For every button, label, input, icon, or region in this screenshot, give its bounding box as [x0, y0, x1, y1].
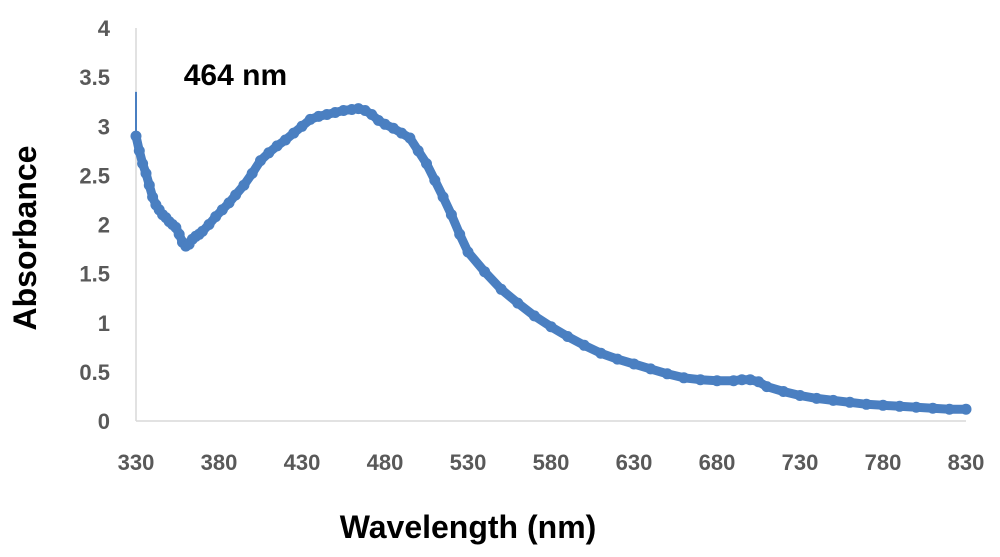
- x-tick-label: 330: [118, 450, 155, 475]
- x-tick-label: 830: [948, 450, 985, 475]
- data-point: [130, 130, 142, 142]
- data-point: [263, 147, 275, 159]
- data-point: [811, 392, 823, 404]
- y-tick-label: 4: [98, 16, 111, 41]
- data-point: [694, 374, 706, 386]
- data-point: [753, 376, 764, 388]
- data-point: [777, 386, 789, 397]
- data-point: [196, 225, 208, 237]
- data-point: [304, 113, 316, 125]
- x-tick-label: 430: [284, 450, 321, 475]
- data-point: [711, 375, 723, 387]
- data-point: [437, 191, 449, 203]
- data-point: [943, 403, 955, 415]
- y-axis-title: Absorbance: [7, 146, 43, 331]
- data-point: [412, 145, 424, 157]
- data-point: [296, 120, 308, 132]
- data-point: [645, 363, 657, 375]
- x-tick-label: 730: [782, 450, 819, 475]
- x-tick-label: 380: [201, 450, 238, 475]
- x-tick-labels: 330 380 430 480 530 580 630 680 730 780 830: [118, 450, 985, 475]
- data-point: [736, 374, 748, 386]
- data-point: [279, 134, 291, 146]
- data-point: [595, 347, 607, 359]
- x-tick-label: 580: [533, 450, 570, 475]
- y-tick-label: 2: [98, 213, 110, 238]
- data-point: [338, 105, 349, 116]
- data-point: [429, 174, 441, 186]
- data-point: [678, 372, 690, 384]
- data-point: [545, 321, 557, 333]
- data-point: [246, 167, 258, 179]
- data-point: [379, 118, 391, 130]
- data-point: [238, 179, 250, 191]
- y-tick-label: 2.5: [79, 163, 110, 188]
- data-point: [445, 209, 457, 221]
- data-point: [396, 127, 408, 139]
- data-point: [404, 132, 416, 144]
- data-point: [313, 110, 325, 122]
- data-point: [512, 297, 524, 309]
- data-point: [133, 145, 145, 157]
- data-point: [611, 353, 623, 365]
- y-tick-label: 1.5: [79, 262, 110, 287]
- y-tick-label: 1: [98, 311, 110, 336]
- data-point: [479, 266, 491, 278]
- x-tick-label: 630: [616, 450, 653, 475]
- x-tick-label: 680: [699, 450, 736, 475]
- data-point: [387, 122, 399, 134]
- data-point: [578, 339, 590, 351]
- data-point: [661, 368, 673, 380]
- y-tick-label: 0.5: [79, 360, 110, 385]
- x-tick-label: 530: [450, 450, 487, 475]
- data-point: [528, 310, 540, 322]
- data-point: [140, 167, 152, 179]
- data-point: [844, 396, 856, 408]
- data-point: [271, 140, 283, 152]
- data-point: [761, 381, 773, 393]
- data-point: [143, 179, 155, 191]
- data-point: [827, 394, 839, 406]
- data-point: [744, 374, 756, 386]
- data-point: [223, 197, 235, 209]
- data-point: [562, 331, 574, 342]
- y-tick-label: 3: [98, 114, 110, 139]
- data-point: [210, 211, 222, 223]
- y-tick-labels: 0 0.5 1 1.5 2 2.5 3 3.5 4: [79, 16, 110, 434]
- data-point: [216, 204, 228, 216]
- data-point: [462, 246, 474, 258]
- data-point: [329, 107, 341, 118]
- data-point: [794, 390, 806, 401]
- data-point: [927, 402, 939, 414]
- data-point: [495, 283, 507, 295]
- data-point: [421, 158, 432, 170]
- data-point: [894, 400, 906, 412]
- data-point: [137, 158, 149, 170]
- peak-annotation: 464 nm: [184, 59, 287, 92]
- series-layer: [130, 91, 972, 415]
- data-point: [454, 228, 466, 240]
- data-point: [230, 189, 242, 201]
- data-point: [728, 375, 740, 387]
- y-tick-label: 0: [98, 409, 110, 434]
- data-point: [910, 401, 922, 413]
- series-line: [131, 104, 971, 414]
- data-point: [288, 127, 300, 139]
- data-point: [960, 403, 972, 415]
- data-point: [321, 109, 333, 120]
- x-axis-title: Wavelength (nm): [340, 509, 597, 545]
- data-point: [203, 219, 215, 230]
- data-point: [255, 155, 266, 167]
- data-point: [628, 358, 640, 370]
- y-tick-label: 3.5: [79, 65, 110, 90]
- data-point: [860, 398, 872, 410]
- x-tick-label: 480: [367, 450, 404, 475]
- x-tick-label: 780: [865, 450, 902, 475]
- data-point: [877, 399, 889, 411]
